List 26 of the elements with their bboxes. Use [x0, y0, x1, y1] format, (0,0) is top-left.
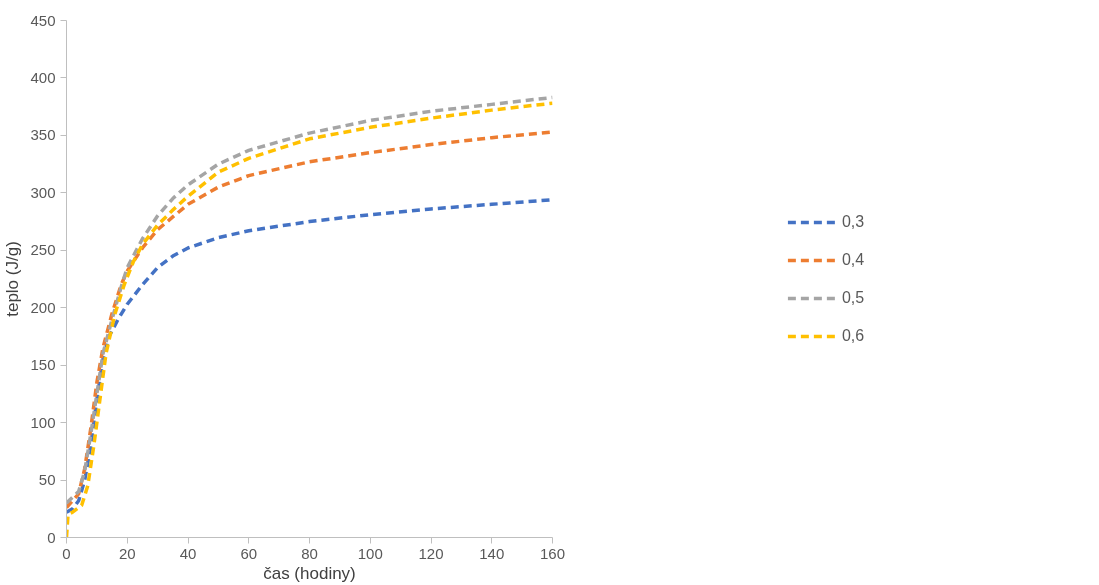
x-tick-label: 160 — [539, 544, 566, 562]
y-tick-label: 300 — [30, 183, 56, 201]
line-series — [66, 197, 553, 514]
y-tick-label: 50 — [38, 471, 56, 489]
legend-label: 0,6 — [841, 326, 865, 345]
y-tick-label: 150 — [30, 356, 56, 374]
x-tick-label: 80 — [301, 544, 318, 562]
y-tick-label: 400 — [30, 68, 56, 86]
x-tick-label: 60 — [240, 544, 258, 562]
legend-label: 0,5 — [841, 288, 865, 307]
legend-label: 0,3 — [841, 212, 865, 231]
y-tick-label: 200 — [30, 298, 56, 316]
x-tick-label: 120 — [418, 544, 444, 562]
x-tick-label: 40 — [179, 544, 197, 562]
y-tick-label: 350 — [30, 126, 56, 144]
x-tick-label: 100 — [357, 544, 383, 562]
y-tick-label: 250 — [30, 241, 56, 259]
y-tick-label: 0 — [47, 528, 56, 546]
x-tick-label: 20 — [118, 544, 136, 562]
x-tick-label: 0 — [62, 544, 71, 562]
x-axis-title: čas (hodiny) — [263, 563, 356, 583]
legend-label: 0,4 — [841, 250, 865, 269]
y-tick-label: 100 — [30, 413, 56, 431]
y-tick-label: 450 — [30, 11, 56, 29]
y-axis-title: teplo (J/g) — [3, 241, 23, 317]
x-tick-label: 140 — [479, 544, 505, 562]
